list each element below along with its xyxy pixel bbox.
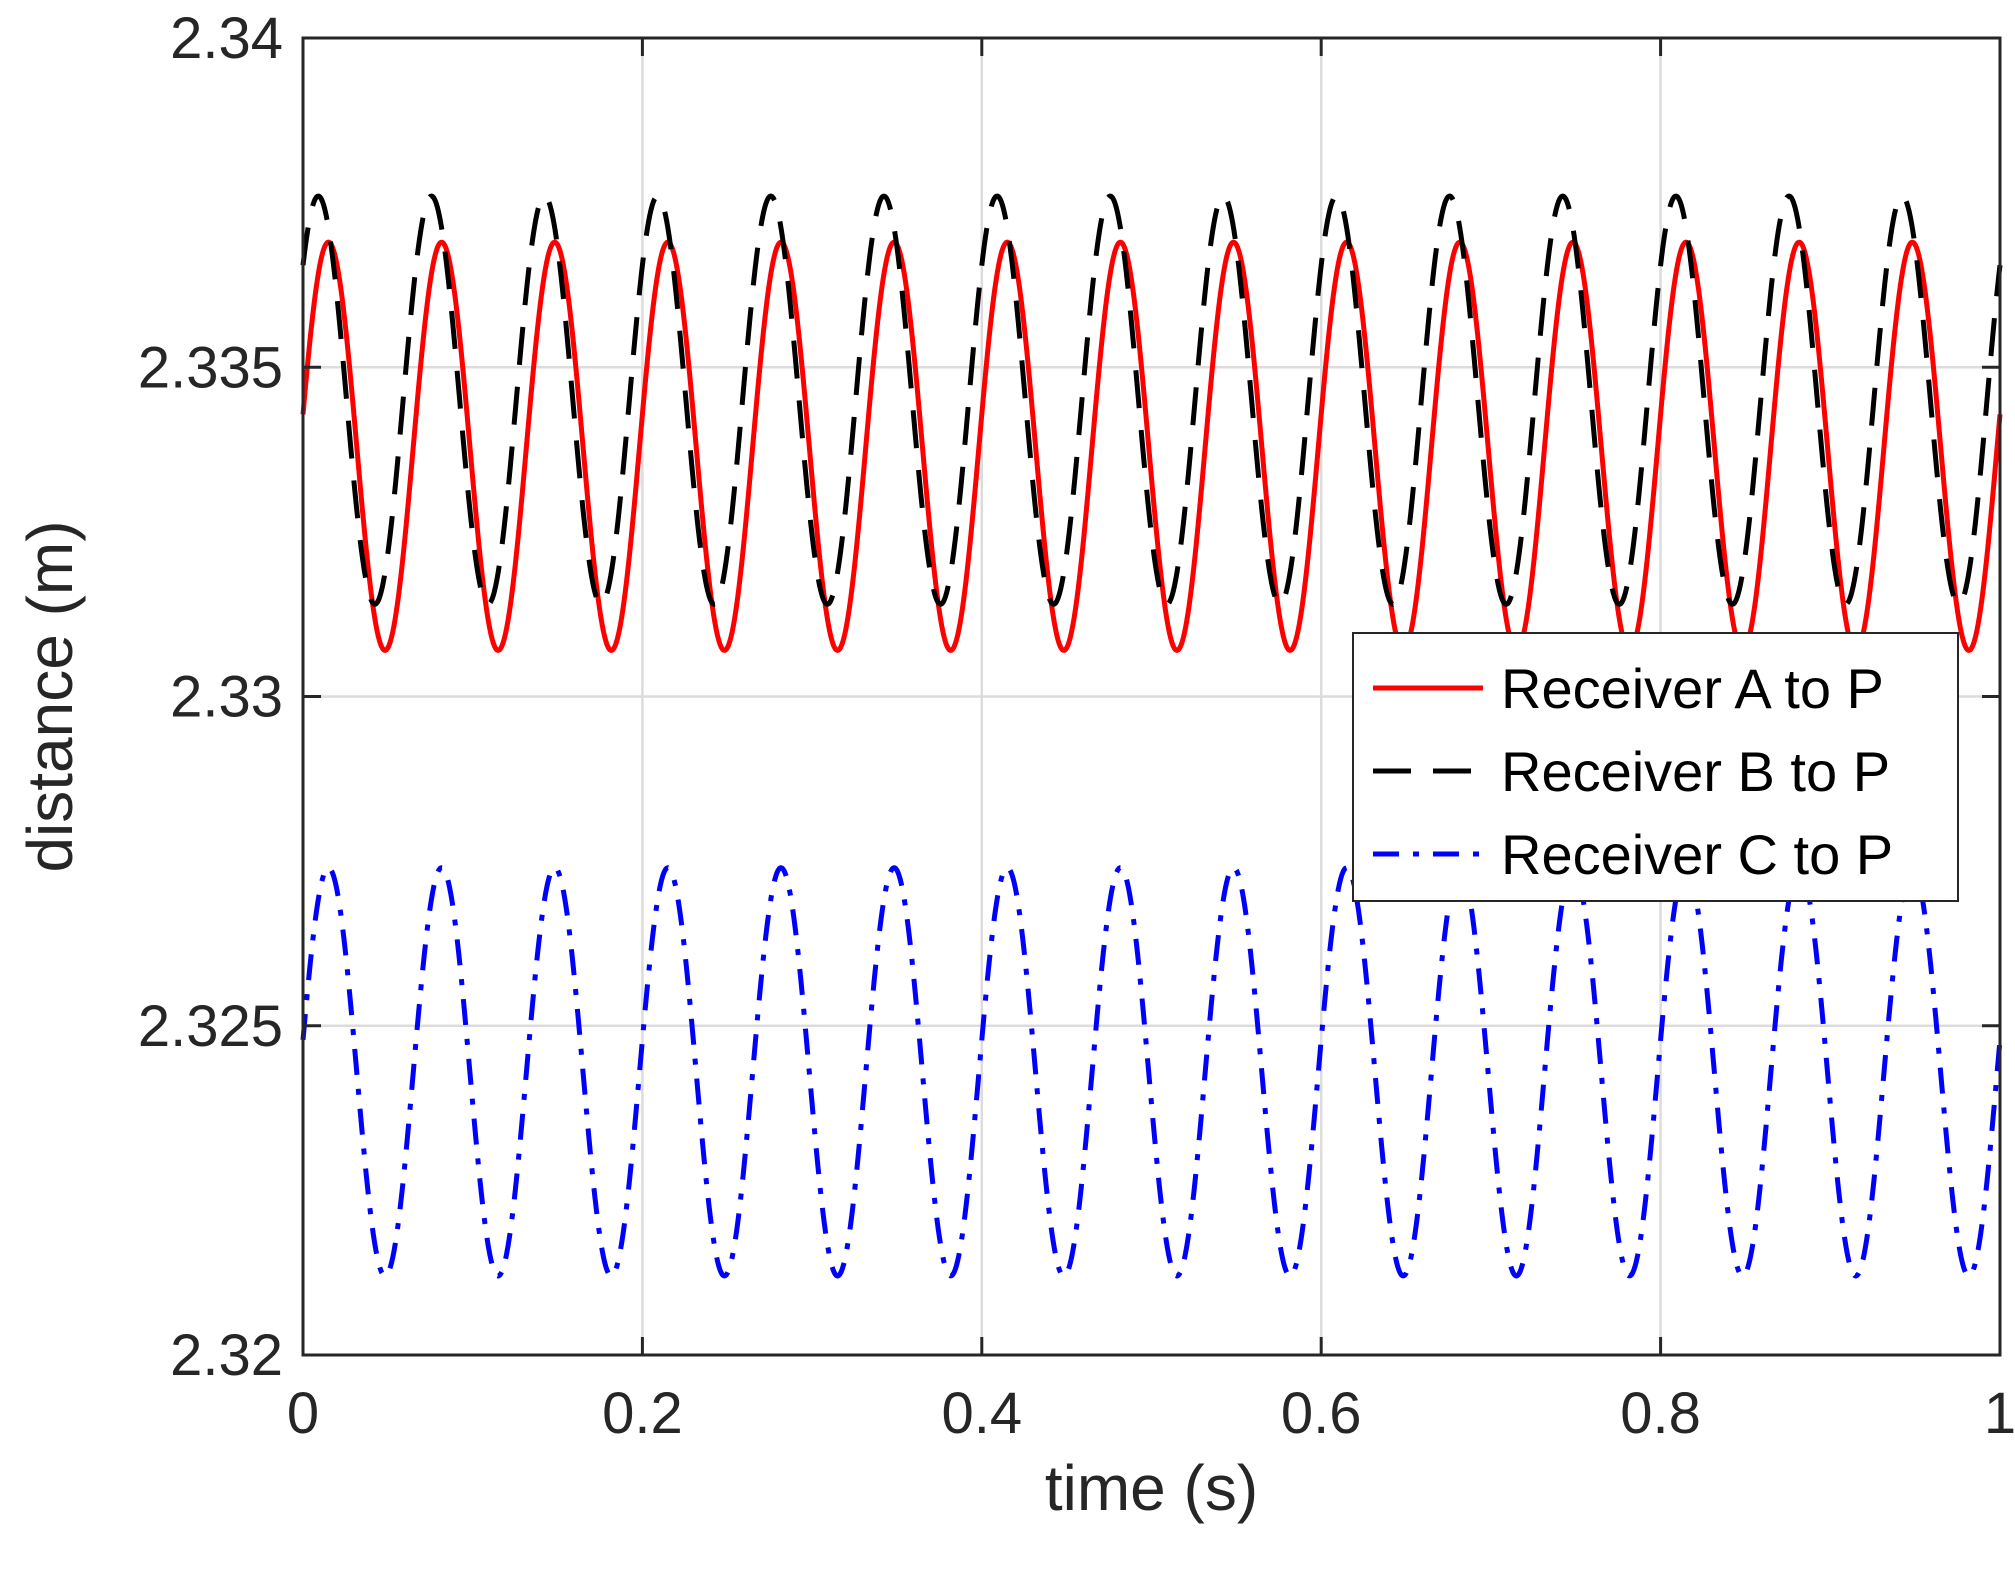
x-tick-label: 0.8 [1620, 1381, 1701, 1446]
series-line-receiver-a [300, 239, 2003, 653]
y-axis-title: distance (m) [14, 520, 86, 872]
legend-label-receiver-c: Receiver C to P [1501, 823, 1893, 886]
x-tick-label: 1 [1984, 1381, 2015, 1446]
legend-label-receiver-b: Receiver B to P [1501, 740, 1890, 803]
legend: Receiver A to P Receiver B to P Receiver… [1352, 632, 1959, 902]
series-line-receiver-c [300, 865, 2003, 1279]
ticks [301, 36, 2002, 1357]
x-tick-label: 0.2 [602, 1381, 683, 1446]
x-axis-title: time (s) [1045, 1452, 1258, 1524]
legend-label-receiver-a: Receiver A to P [1501, 657, 1884, 720]
y-tick-label: 2.335 [138, 335, 283, 400]
y-tick-label: 2.33 [170, 665, 283, 730]
x-tick-label: 0.4 [941, 1381, 1022, 1446]
series-group [300, 193, 2003, 1279]
y-tick-label: 2.34 [170, 6, 283, 71]
x-tick-label: 0.6 [1281, 1381, 1362, 1446]
x-tick-label: 0 [287, 1381, 319, 1446]
y-tick-label: 2.32 [170, 1323, 283, 1388]
series-line-receiver-b [300, 193, 2003, 607]
y-tick-label: 2.325 [138, 994, 283, 1059]
y-tick-labels: 2.32 2.325 2.33 2.335 2.34 [138, 6, 283, 1388]
x-tick-labels: 0 0.2 0.4 0.6 0.8 1 [287, 1381, 2015, 1446]
